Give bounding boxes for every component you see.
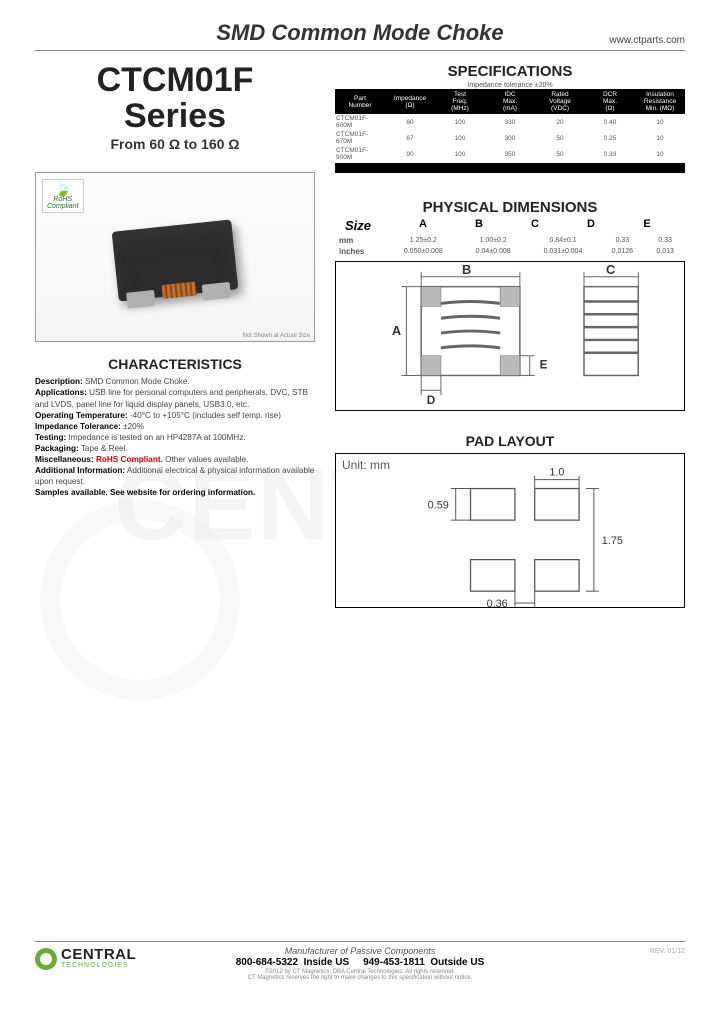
phone-us-label: Inside US xyxy=(304,957,350,968)
characteristic-item: Applications: USB line for personal comp… xyxy=(35,387,315,409)
dimensions-title: PHYSICAL DIMENSIONS xyxy=(335,199,685,216)
phone-intl: 949-453-1811 xyxy=(363,957,425,968)
component-illustration xyxy=(112,220,239,302)
phone-us: 800-684-5322 xyxy=(236,957,298,968)
spec-col-header: InsulationResistanceMin. (MΩ) xyxy=(635,89,685,114)
spec-table-footer-bar xyxy=(335,163,685,173)
svg-text:C: C xyxy=(606,262,615,277)
svg-text:A: A xyxy=(392,323,401,338)
svg-text:1.0: 1.0 xyxy=(549,467,564,479)
product-image-box: 🍃 RoHSCompliant Not Shown at Actual Size xyxy=(35,172,315,342)
rohs-badge: 🍃 RoHSCompliant xyxy=(42,179,84,213)
characteristic-item: Packaging: Tape & Reel. xyxy=(35,443,315,454)
page-title: SMD Common Mode Choke xyxy=(216,20,503,46)
spec-title: SPECIFICATIONS xyxy=(335,63,685,80)
spec-col-header: RatedVoltage(VDC) xyxy=(535,89,585,114)
page-footer: CENTRAL TECHNOLOGIES Manufacturer of Pas… xyxy=(35,941,685,982)
characteristic-item: Additional Information: Additional elect… xyxy=(35,465,315,487)
logo-sub: TECHNOLOGIES xyxy=(61,963,136,970)
series-range: From 60 Ω to 160 Ω xyxy=(35,136,315,152)
spec-col-header: Impedance(Ω) xyxy=(385,89,435,114)
header-url: www.ctparts.com xyxy=(609,35,685,46)
pad-unit-label: Unit: mm xyxy=(342,458,390,472)
svg-text:0.59: 0.59 xyxy=(428,500,449,512)
characteristic-item: Operating Temperature: -40°C to +105°C (… xyxy=(35,410,315,421)
coil-detail xyxy=(161,282,196,299)
footer-copyright: ©2012 by CT Magnetics, DBA Central Techn… xyxy=(35,969,685,982)
svg-text:0.36: 0.36 xyxy=(487,598,508,607)
svg-text:E: E xyxy=(540,358,548,372)
spec-table: PartNumberImpedance(Ω)TestFreq.(MHz)IDCM… xyxy=(335,89,685,163)
characteristics-title: CHARACTERISTICS xyxy=(35,356,315,372)
logo-circle-icon xyxy=(35,948,57,970)
svg-text:D: D xyxy=(427,394,436,408)
series-word: Series xyxy=(35,99,315,135)
dimensions-diagram: B A D E C xyxy=(335,261,685,411)
series-name: CTCM01F xyxy=(35,63,315,99)
dimensions-table: mm1.25±0.21.00±0.20.84±0.10.330.33inches… xyxy=(335,235,685,257)
image-caption: Not Shown at Actual Size xyxy=(243,333,310,339)
spec-tolerance-note: Impedance tolerance ±20% xyxy=(335,82,685,89)
table-row: CTCM01F-900M90100350500.3310 xyxy=(335,146,685,163)
spec-col-header: IDCMax.(mA) xyxy=(485,89,535,114)
svg-text:1.75: 1.75 xyxy=(602,535,623,547)
spec-col-header: TestFreq.(MHz) xyxy=(435,89,485,114)
leaf-icon: 🍃 xyxy=(47,182,79,196)
characteristic-item: Impedance Tolerance: ±20% xyxy=(35,421,315,432)
logo-brand: CENTRAL xyxy=(61,948,136,962)
revision-label: REV. 01/12 xyxy=(650,948,685,955)
footer-logo: CENTRAL TECHNOLOGIES xyxy=(35,948,136,970)
dimensions-header: SizeABCDE xyxy=(335,218,685,235)
spec-col-header: PartNumber xyxy=(335,89,385,114)
characteristics-footnote: Samples available. See website for order… xyxy=(35,487,315,498)
spec-col-header: DCRMax.(Ω) xyxy=(585,89,635,114)
pad-layout-diagram: Unit: mm 1.0 0.59 0.36 1.75 xyxy=(335,453,685,608)
characteristic-item: Miscellaneous: RoHS Compliant. Other val… xyxy=(35,454,315,465)
pad-layout-title: PAD LAYOUT xyxy=(335,433,685,449)
rohs-label: RoHSCompliant xyxy=(47,196,79,210)
characteristics-body: Description: SMD Common Mode Choke.Appli… xyxy=(35,376,315,498)
page-header: SMD Common Mode Choke www.ctparts.com xyxy=(35,20,685,51)
table-row: CTCM01F-670M67100300500.2510 xyxy=(335,130,685,146)
svg-text:B: B xyxy=(462,262,471,277)
phone-intl-label: Outside US xyxy=(430,957,484,968)
table-row: CTCM01F-600M60100330200.4010 xyxy=(335,114,685,130)
table-row: mm1.25±0.21.00±0.20.84±0.10.330.33 xyxy=(335,235,685,246)
characteristic-item: Description: SMD Common Mode Choke. xyxy=(35,376,315,387)
table-row: inches0.050±0.0080.04±0.0080.031±0.0040.… xyxy=(335,246,685,257)
characteristic-item: Testing: Impedance is tested on an HP428… xyxy=(35,432,315,443)
